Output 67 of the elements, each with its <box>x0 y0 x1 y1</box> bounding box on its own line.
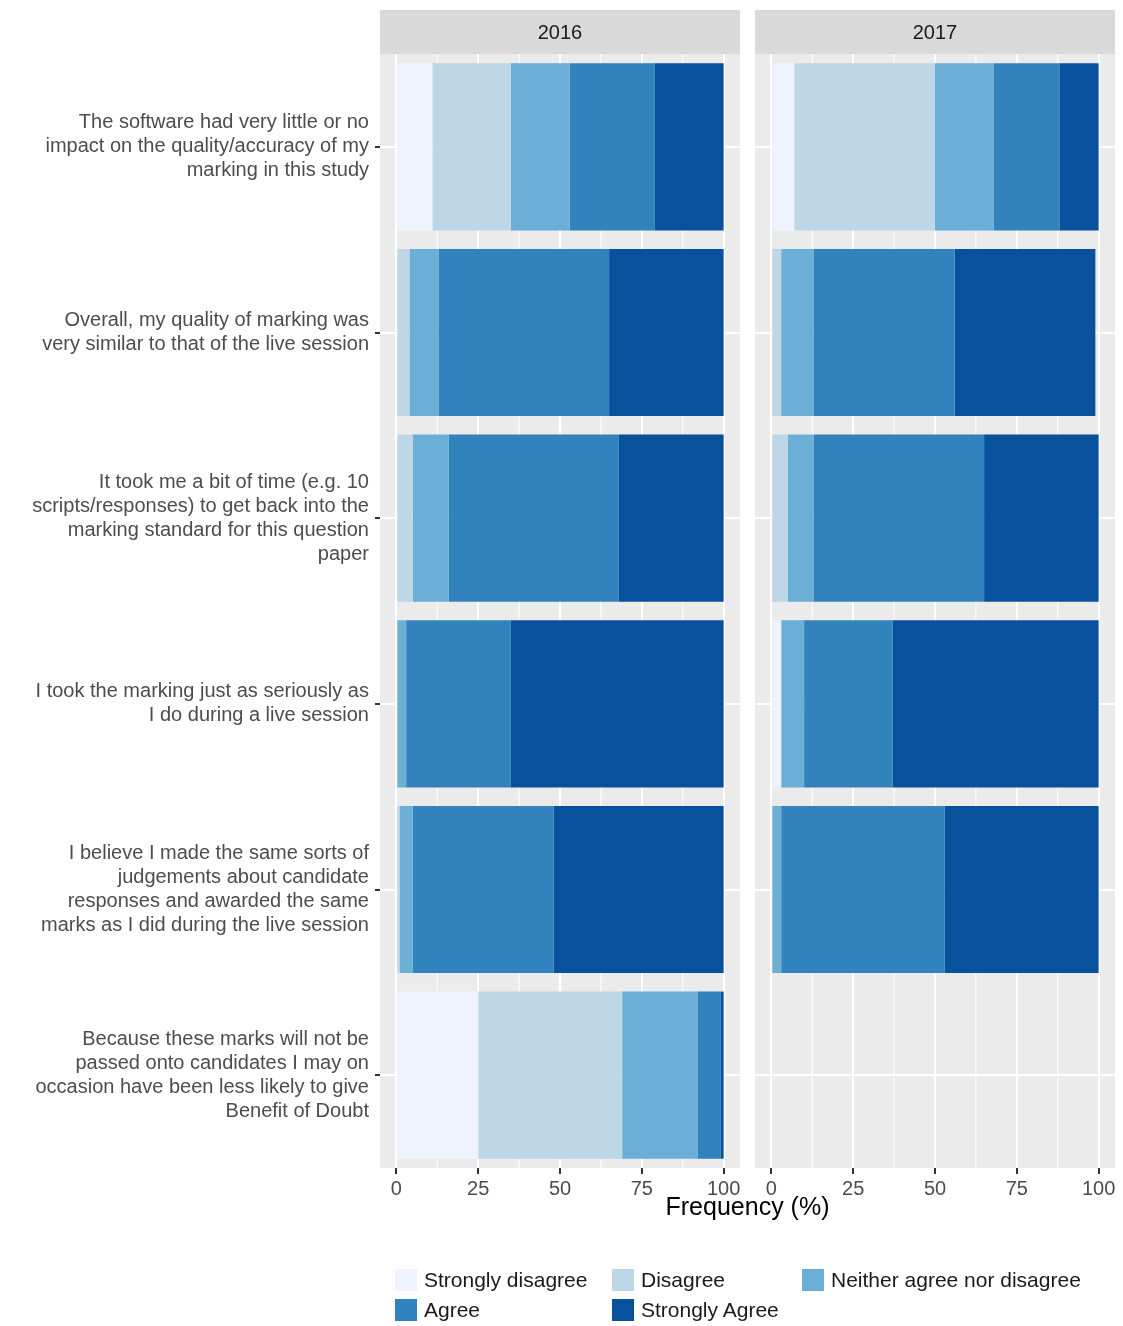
bar <box>397 248 410 417</box>
bar <box>654 63 724 231</box>
chart-title: 2017 <box>755 10 1115 54</box>
legend-label: Strongly Agree <box>641 1298 779 1322</box>
bar <box>412 805 554 974</box>
bar <box>397 434 413 602</box>
bar <box>438 248 610 417</box>
bar <box>622 991 698 1159</box>
bar <box>993 63 1060 231</box>
bar <box>397 63 433 231</box>
bar <box>813 248 955 417</box>
x-tick-label: 50 <box>923 1176 947 1199</box>
bar <box>510 63 570 231</box>
bar <box>935 63 994 231</box>
x-tick-label: 75 <box>1005 1176 1028 1199</box>
bar <box>397 991 479 1159</box>
bar <box>781 620 805 788</box>
bar <box>397 620 407 788</box>
bar <box>781 805 945 974</box>
bar <box>399 805 413 974</box>
legend-label: Agree <box>424 1298 481 1322</box>
legend-label: Neither agree nor disagree <box>831 1268 1081 1292</box>
bar <box>397 805 400 974</box>
bar <box>781 248 814 417</box>
bar <box>406 620 511 788</box>
bar <box>954 248 1096 417</box>
y-tick-label: The software had very little or no impact on the quality/accuracy of my marking in this study <box>45 110 369 181</box>
legend-label: Disagree <box>641 1268 726 1292</box>
bar <box>772 248 782 417</box>
bar <box>553 805 724 974</box>
x-tick-label: 25 <box>467 1176 490 1199</box>
bar <box>813 434 985 602</box>
x-tick-label: 100 <box>1081 1176 1116 1199</box>
x-tick-label: 75 <box>630 1176 653 1199</box>
bar <box>448 434 619 602</box>
bar <box>804 620 893 788</box>
x-tick-label: 25 <box>842 1176 865 1199</box>
chart-title: 2016 <box>380 10 740 54</box>
x-tick-label: 50 <box>548 1176 572 1199</box>
bar <box>609 248 724 417</box>
bar <box>569 63 655 231</box>
bar <box>984 434 1099 602</box>
bar <box>1059 63 1099 231</box>
bar <box>720 991 724 1159</box>
bar <box>794 63 935 231</box>
bar <box>432 63 511 231</box>
bar <box>412 434 449 602</box>
x-tick-label: 0 <box>390 1176 402 1199</box>
bar <box>772 620 782 788</box>
bar <box>697 991 721 1159</box>
bar <box>772 805 782 974</box>
y-tick-label: It took me a bit of time (e.g. 10 scripts/responses) to get back into the marking standard for this question paper <box>32 469 370 564</box>
y-tick-label: Because these marks will not be passed onto candidates I may on occasion have been less likely to give Benefit of Doubt <box>35 1026 370 1121</box>
bar <box>618 434 724 602</box>
y-tick-label: I took the marking just as seriously as I do during a live session <box>35 679 369 726</box>
legend-label: Strongly disagree <box>424 1268 588 1292</box>
bar <box>478 991 623 1159</box>
bar <box>787 434 814 602</box>
bar <box>944 805 1099 974</box>
bar <box>772 434 788 602</box>
bar <box>892 620 1099 788</box>
y-tick-label: I believe I made the same sorts of judgements about candidate responses and awarded the same marks as I did during the live session <box>41 841 370 936</box>
x-tick-label: 0 <box>765 1176 777 1199</box>
bar <box>409 248 439 417</box>
bar <box>772 63 795 231</box>
y-tick-label: Overall, my quality of marking was very similar to that of the live session <box>42 308 369 355</box>
bar <box>510 620 724 788</box>
